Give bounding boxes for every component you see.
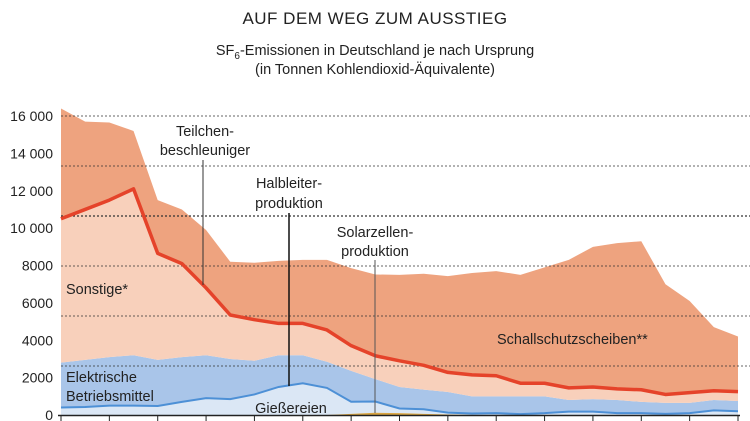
y-tick-label: 10 000 [10, 220, 53, 236]
area-schallschutzscheiben [61, 108, 738, 395]
y-tick-label: 0 [45, 407, 53, 421]
label-elektrisch-2: Betriebsmittel [66, 389, 154, 405]
label-halbleiter-2: produktion [255, 196, 323, 212]
y-tick-label: 4000 [22, 332, 53, 348]
label-solar-2: produktion [341, 244, 409, 260]
y-tick-label: 8000 [22, 258, 53, 274]
y-axis: 0 2000 4000 6000 8000 10 000 12 000 14 000 16 00… [10, 108, 53, 421]
area-sonstige [61, 188, 738, 403]
label-halbleiter-1: Halbleiter- [256, 176, 322, 192]
chart-subtitle-line1: SF6-Emissionen in Deutschland je nach Ur… [216, 43, 534, 62]
y-tick-label: 6000 [22, 295, 53, 311]
stacked-areas [61, 108, 738, 415]
label-teilchen-1: Teilchen- [176, 124, 234, 140]
gridlines [61, 115, 750, 367]
sonstige-top-line [60, 187, 739, 397]
label-teilchen-2: beschleuniger [160, 143, 250, 159]
label-sonstige: Sonstige* [66, 282, 128, 298]
label-schallschutz: Schallschutzscheiben** [497, 332, 648, 348]
y-tick-label: 2000 [22, 370, 53, 386]
y-tick-label: 16 000 [10, 108, 53, 124]
y-tick-label: 12 000 [10, 183, 53, 199]
area-elektrische-betriebsmittel [61, 355, 738, 415]
label-giessereien: Gießereien [255, 401, 327, 417]
area-solarzellenproduktion [61, 412, 738, 415]
chart-title: AUF DEM WEG ZUM AUSSTIEG [242, 9, 507, 28]
area-gießereien [61, 383, 738, 415]
series-lines [60, 187, 739, 416]
label-solar-1: Solarzellen- [337, 225, 414, 241]
label-elektrisch-1: Elektrische [66, 370, 137, 386]
chart-subtitle-line2: (in Tonnen Kohlendioxid-Äquivalente) [255, 61, 495, 78]
giessereien-top-line [60, 382, 739, 416]
y-tick-label: 14 000 [10, 145, 53, 161]
x-axis [58, 414, 740, 421]
